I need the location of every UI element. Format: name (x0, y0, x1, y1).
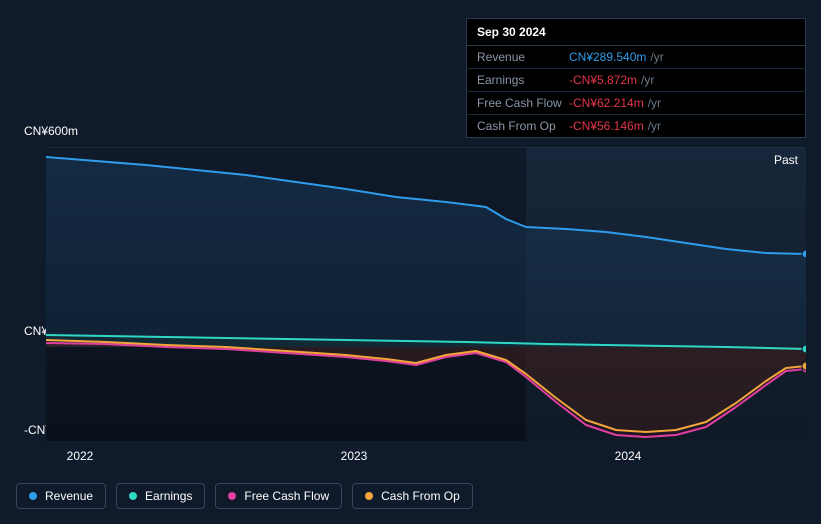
tooltip-date: Sep 30 2024 (467, 19, 805, 46)
tooltip-row: RevenueCN¥289.540m/yr (467, 46, 805, 69)
legend-label: Free Cash Flow (244, 489, 329, 503)
legend-swatch-icon (228, 492, 236, 500)
tooltip-metric-value: -CN¥62.214m (569, 96, 644, 110)
legend-swatch-icon (365, 492, 373, 500)
tooltip-row: Free Cash Flow-CN¥62.214m/yr (467, 92, 805, 115)
legend-swatch-icon (29, 492, 37, 500)
y-axis-label: CN¥600m (24, 124, 78, 138)
legend-item-revenue[interactable]: Revenue (16, 483, 106, 509)
tooltip-metric-value: -CN¥5.872m (569, 73, 637, 87)
series-end-marker-cfo (802, 362, 806, 370)
legend-label: Revenue (45, 489, 93, 503)
series-end-marker-earnings (802, 345, 806, 353)
x-axis: 2022 2023 2024 (46, 449, 806, 469)
x-axis-label: 2024 (615, 449, 642, 463)
tooltip-row: Cash From Op-CN¥56.146m/yr (467, 115, 805, 137)
legend-label: Cash From Op (381, 489, 460, 503)
x-axis-label: 2023 (341, 449, 368, 463)
tooltip-metric-value: -CN¥56.146m (569, 119, 644, 133)
plot-area[interactable]: Past (46, 147, 806, 442)
tooltip-suffix: /yr (648, 119, 661, 133)
tooltip-metric-label: Earnings (477, 73, 569, 87)
chart-tooltip: Sep 30 2024 RevenueCN¥289.540m/yrEarning… (466, 18, 806, 138)
tooltip-metric-value: CN¥289.540m (569, 50, 646, 64)
tooltip-metric-label: Revenue (477, 50, 569, 64)
tooltip-suffix: /yr (641, 73, 654, 87)
tooltip-metric-label: Free Cash Flow (477, 96, 569, 110)
tooltip-metric-label: Cash From Op (477, 119, 569, 133)
legend-label: Earnings (145, 489, 192, 503)
legend-swatch-icon (129, 492, 137, 500)
tooltip-suffix: /yr (648, 96, 661, 110)
legend-item-earnings[interactable]: Earnings (116, 483, 205, 509)
chart-legend: Revenue Earnings Free Cash Flow Cash From O… (16, 483, 473, 509)
series-end-marker-revenue (802, 250, 806, 258)
tooltip-suffix: /yr (650, 50, 663, 64)
legend-item-fcf[interactable]: Free Cash Flow (215, 483, 342, 509)
x-axis-label: 2022 (67, 449, 94, 463)
legend-item-cfo[interactable]: Cash From Op (352, 483, 473, 509)
past-label: Past (774, 153, 798, 167)
tooltip-row: Earnings-CN¥5.872m/yr (467, 69, 805, 92)
